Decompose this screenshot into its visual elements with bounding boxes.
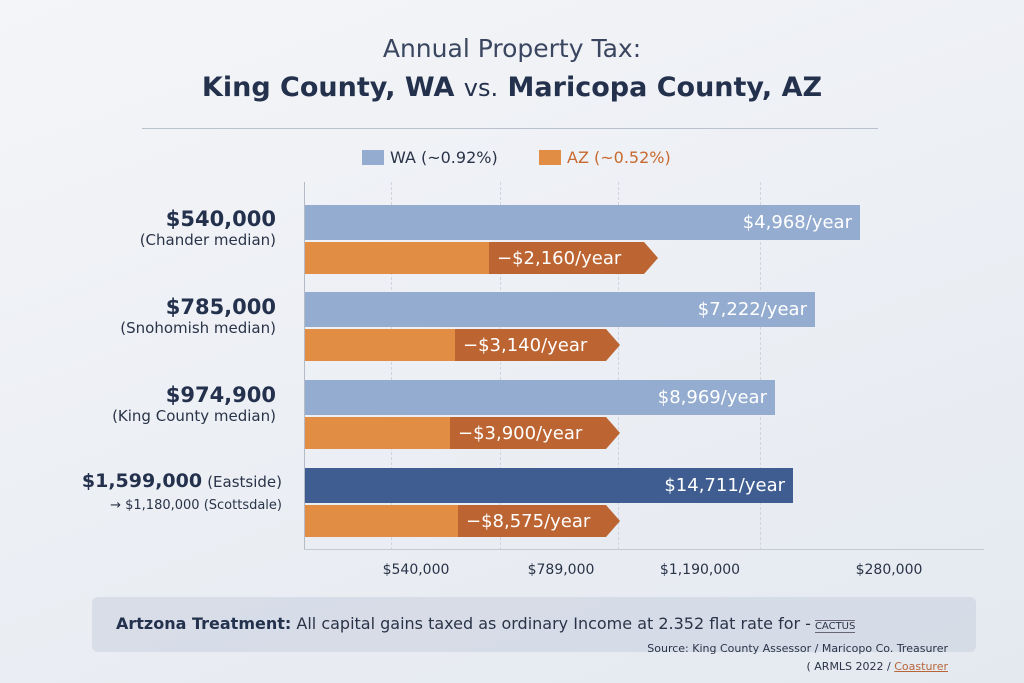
note-tag: CACTUS bbox=[814, 620, 856, 633]
subtitle-vs: vs. bbox=[463, 74, 499, 102]
gridline bbox=[500, 182, 501, 550]
source-line-2: ( ARMLS 2022 / Coasturer bbox=[806, 660, 948, 673]
y-axis-line bbox=[304, 182, 305, 550]
note-body: All capital gains taxed as ordinary Inco… bbox=[296, 614, 811, 633]
category-value: $540,000 bbox=[165, 207, 276, 231]
category-desc: (Snohomish median) bbox=[120, 319, 276, 337]
subtitle-left: King County, WA bbox=[201, 72, 455, 103]
category-desc: (Chander median) bbox=[139, 231, 276, 249]
bar-label: $14,711/year bbox=[664, 475, 785, 496]
legend-label-az: AZ (~0.52%) bbox=[567, 148, 671, 167]
x-tick-label: $789,000 bbox=[527, 562, 595, 578]
bar-az-label-tag: −$8,575/year bbox=[458, 505, 620, 537]
bar-label: −$3,140/year bbox=[463, 334, 588, 356]
category-label: $785,000 (Snohomish median) bbox=[120, 295, 276, 337]
bar-az bbox=[305, 505, 463, 537]
source-link[interactable]: Coasturer bbox=[894, 660, 948, 673]
note-box bbox=[92, 597, 976, 652]
legend-item-wa: WA (~0.92%) bbox=[362, 148, 498, 167]
legend-label-wa: WA (~0.92%) bbox=[390, 148, 498, 167]
bar-az-label-tag: −$3,900/year bbox=[450, 417, 620, 449]
category-label: $540,000 (Chander median) bbox=[140, 207, 276, 249]
gridline bbox=[391, 182, 392, 550]
bar-wa: $7,222/year bbox=[305, 292, 815, 327]
bar-az bbox=[305, 329, 460, 361]
bar-label: $4,968/year bbox=[742, 212, 852, 233]
category-label: $974,900 (King County median) bbox=[112, 383, 276, 425]
note-heading: Artzona Treatment: bbox=[116, 614, 292, 633]
category-label: $1,599,000 (Eastside) → $1,180,000 (Scott… bbox=[82, 470, 282, 513]
category-line2: → $1,180,000 (Scottsdale) bbox=[110, 498, 282, 513]
x-tick-label: $280,000 bbox=[855, 562, 923, 578]
bar-wa: $8,969/year bbox=[305, 380, 775, 415]
category-value: $1,599,000 bbox=[81, 470, 203, 492]
bar-wa-highlight: $14,711/year bbox=[305, 468, 793, 503]
subtitle-right: Maricopa County, AZ bbox=[507, 72, 823, 103]
x-axis-line bbox=[304, 549, 984, 550]
bar-az-label-tag: −$3,140/year bbox=[455, 329, 620, 361]
bar-label: −$3,900/year bbox=[458, 422, 583, 444]
chart-title: Annual Property Tax: bbox=[382, 34, 642, 63]
legend-swatch-az bbox=[539, 150, 561, 165]
chart-subtitle: King County, WA vs. Maricopa County, AZ bbox=[0, 72, 1024, 103]
bar-label: −$8,575/year bbox=[466, 510, 591, 532]
source-line-1: Source: King County Assessor / Maricopo … bbox=[647, 642, 948, 655]
legend-item-az: AZ (~0.52%) bbox=[539, 148, 671, 167]
legend-swatch-wa bbox=[362, 150, 384, 165]
bar-az bbox=[305, 242, 495, 274]
x-tick-label: $540,000 bbox=[382, 562, 450, 578]
gridline bbox=[760, 182, 761, 550]
note-text: Artzona Treatment: All capital gains tax… bbox=[116, 614, 856, 633]
category-desc: (Eastside) bbox=[207, 473, 282, 491]
bar-label: $7,222/year bbox=[697, 299, 807, 320]
x-tick-label: $1,190,000 bbox=[659, 562, 741, 578]
gridline bbox=[618, 182, 619, 550]
title-divider bbox=[142, 128, 878, 129]
bar-wa: $4,968/year bbox=[305, 205, 860, 240]
bar-az bbox=[305, 417, 455, 449]
bar-label: −$2,160/year bbox=[497, 247, 622, 269]
bar-label: $8,969/year bbox=[657, 387, 767, 408]
category-value: $785,000 bbox=[165, 295, 276, 319]
category-value: $974,900 bbox=[165, 383, 276, 407]
source-text: ( ARMLS 2022 / bbox=[806, 660, 891, 673]
bar-az-label-tag: −$2,160/year bbox=[489, 242, 658, 274]
category-desc: (King County median) bbox=[112, 407, 276, 425]
